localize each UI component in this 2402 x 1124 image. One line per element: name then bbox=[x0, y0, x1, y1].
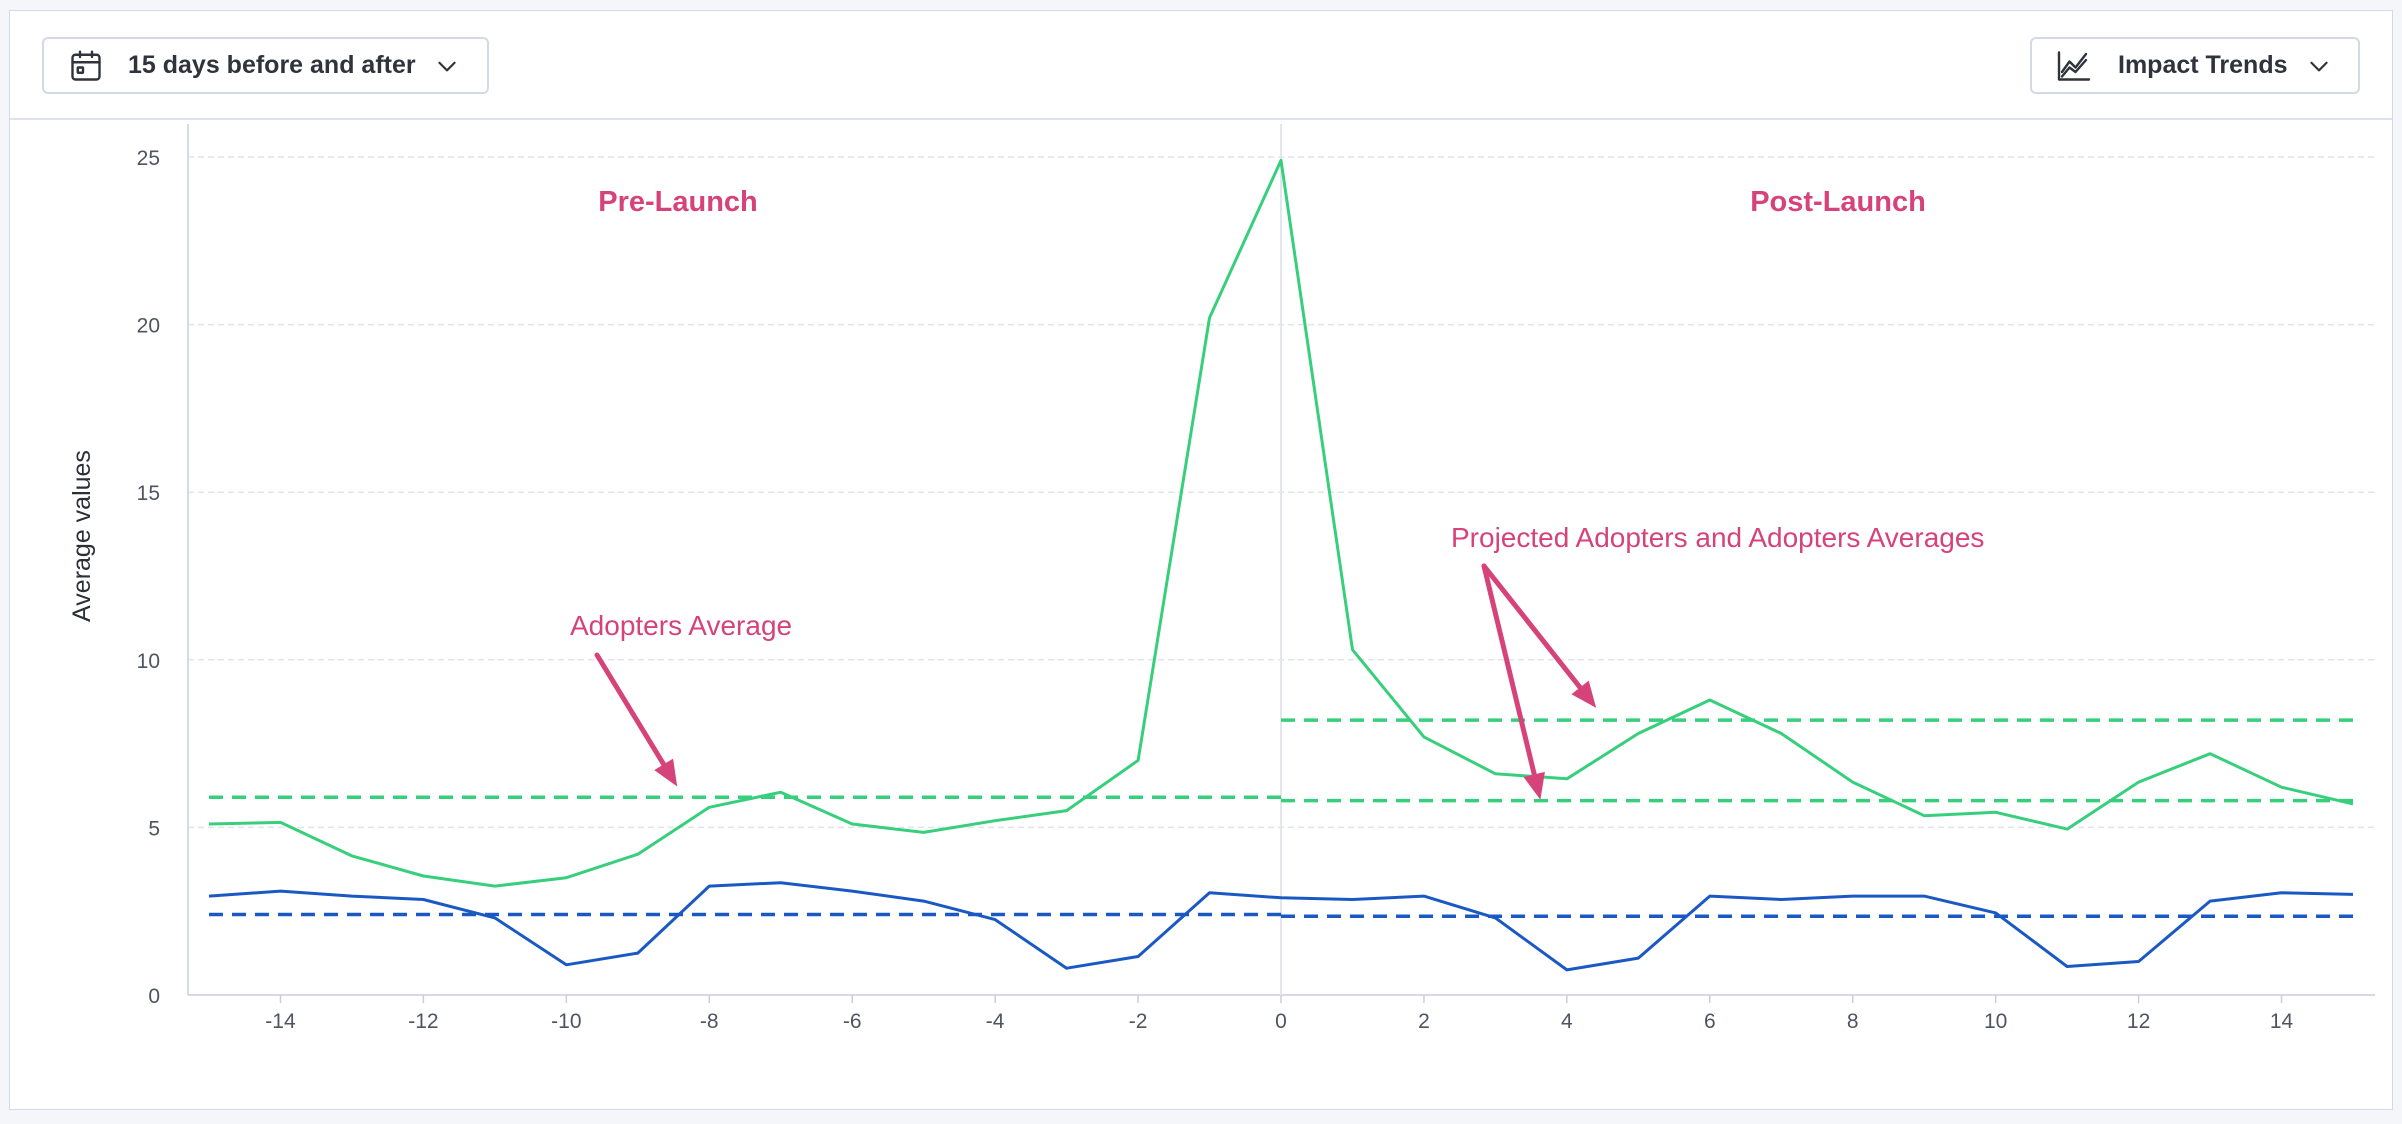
impact-chart-card: 15 days before and after Impact Trends bbox=[9, 10, 2393, 1110]
y-axis-label: Average values bbox=[68, 450, 96, 622]
x-tick-label: -12 bbox=[408, 1010, 438, 1033]
x-tick-label: -14 bbox=[265, 1010, 296, 1033]
x-tick-label: 6 bbox=[1704, 1010, 1716, 1033]
x-tick-label: -4 bbox=[986, 1010, 1005, 1033]
view-mode-dropdown[interactable]: Impact Trends bbox=[2030, 37, 2360, 94]
annotation-arrow-shaft bbox=[594, 652, 675, 781]
x-tick-label: -8 bbox=[700, 1010, 719, 1033]
view-mode-label: Impact Trends bbox=[2118, 51, 2288, 79]
chart-toolbar: 15 days before and after Impact Trends bbox=[10, 11, 2392, 120]
adopters-average-annotation: Adopters Average bbox=[570, 610, 792, 641]
date-range-label: 15 days before and after bbox=[128, 51, 416, 79]
y-tick-label: 25 bbox=[137, 147, 160, 170]
y-tick-label: 15 bbox=[137, 482, 160, 505]
annotation-arrow-head bbox=[1571, 680, 1597, 708]
chevron-down-icon bbox=[434, 53, 460, 79]
calendar-icon bbox=[68, 48, 104, 84]
annotation-arrow-shaft bbox=[1481, 563, 1593, 703]
x-tick-label: -6 bbox=[843, 1010, 862, 1033]
post-launch-label: Post-Launch bbox=[1750, 186, 1926, 218]
x-tick-label: 12 bbox=[2127, 1010, 2150, 1033]
x-tick-label: -10 bbox=[551, 1010, 581, 1033]
date-range-dropdown[interactable]: 15 days before and after bbox=[42, 37, 489, 94]
pre-launch-label: Pre-Launch bbox=[598, 186, 758, 218]
x-tick-label: 0 bbox=[1275, 1010, 1287, 1033]
x-tick-label: 14 bbox=[2270, 1010, 2294, 1033]
annotation-arrow-shaft bbox=[1481, 563, 1541, 793]
annotation-arrow-head bbox=[654, 758, 678, 787]
y-tick-label: 0 bbox=[148, 985, 160, 1008]
series-line bbox=[208, 881, 2354, 972]
x-tick-label: 10 bbox=[1984, 1010, 2007, 1033]
x-tick-label: 4 bbox=[1561, 1010, 1573, 1033]
projected-averages-annotation: Projected Adopters and Adopters Averages bbox=[1451, 522, 1984, 553]
y-tick-label: 20 bbox=[137, 315, 160, 338]
chevron-down-icon bbox=[2306, 53, 2332, 79]
x-tick-label: 2 bbox=[1418, 1010, 1430, 1033]
x-tick-label: 8 bbox=[1847, 1010, 1859, 1033]
y-tick-label: 5 bbox=[148, 817, 160, 840]
y-tick-label: 10 bbox=[137, 650, 160, 673]
annotation-arrow-head bbox=[1523, 771, 1545, 800]
line-chart-icon bbox=[2056, 48, 2092, 84]
series-line bbox=[208, 158, 2354, 888]
x-tick-label: -2 bbox=[1129, 1010, 1148, 1033]
